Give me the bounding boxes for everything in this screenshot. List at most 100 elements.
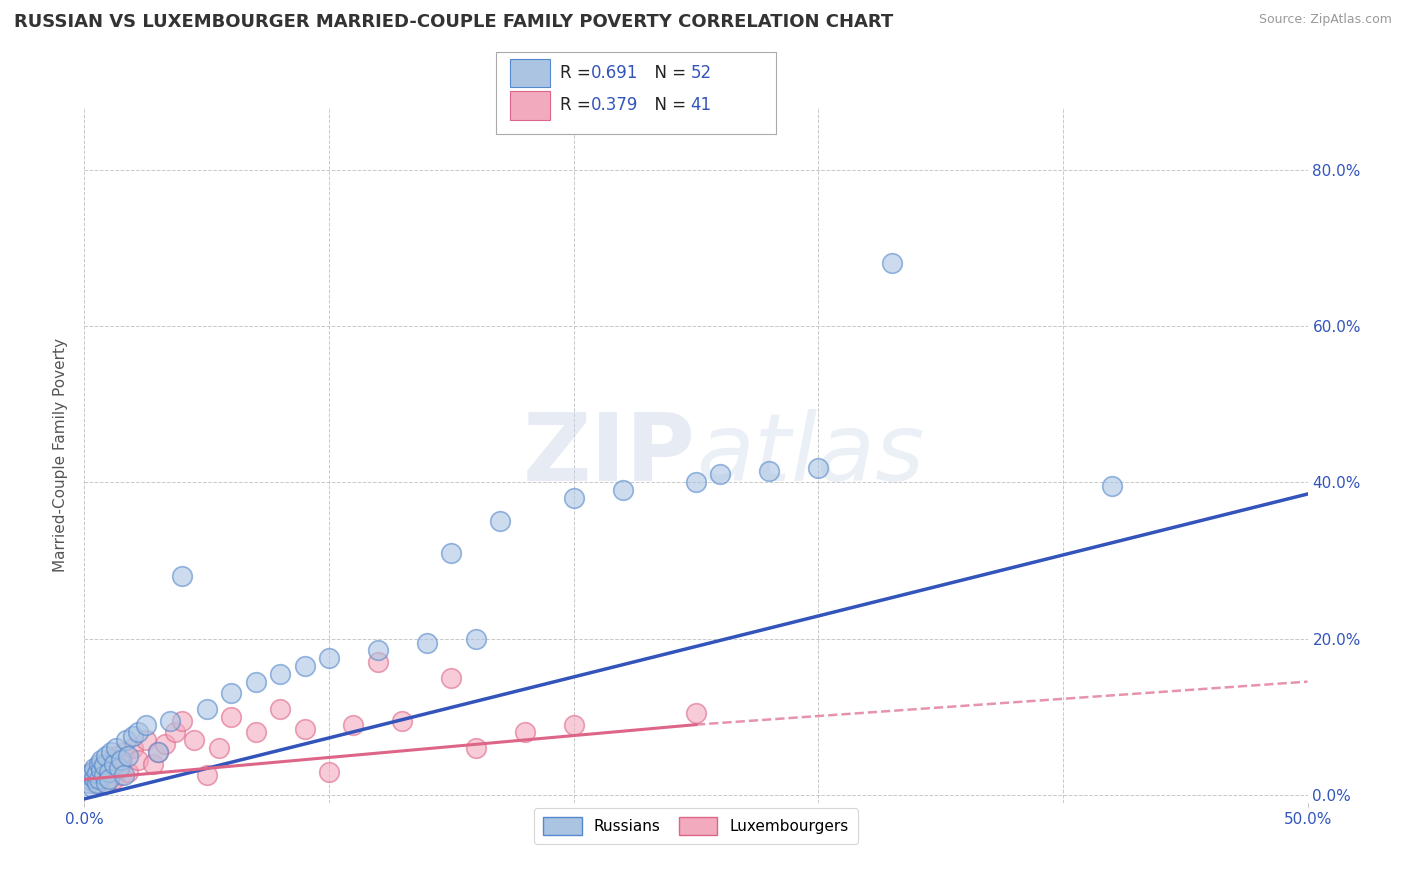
Point bbox=[86, 766, 108, 780]
Point bbox=[110, 753, 132, 767]
Point bbox=[83, 761, 105, 775]
Point bbox=[146, 745, 169, 759]
Point bbox=[342, 717, 364, 731]
Point bbox=[83, 771, 105, 785]
Point bbox=[90, 753, 112, 767]
Point bbox=[127, 725, 149, 739]
Point bbox=[195, 702, 218, 716]
Point bbox=[269, 666, 291, 681]
Point bbox=[416, 635, 439, 649]
Point bbox=[80, 780, 103, 794]
Point bbox=[97, 764, 120, 779]
Point bbox=[172, 569, 194, 583]
Point bbox=[86, 766, 108, 780]
Point bbox=[880, 256, 903, 270]
Point bbox=[318, 764, 340, 779]
Point bbox=[159, 714, 181, 728]
Point bbox=[117, 748, 139, 763]
Point bbox=[245, 725, 267, 739]
Point bbox=[367, 643, 389, 657]
Point bbox=[245, 674, 267, 689]
Point bbox=[219, 710, 242, 724]
Point bbox=[208, 741, 231, 756]
Point bbox=[464, 632, 486, 646]
Point bbox=[86, 776, 108, 790]
Text: ZIP: ZIP bbox=[523, 409, 696, 501]
Point bbox=[76, 768, 98, 782]
Point bbox=[100, 753, 122, 767]
Point bbox=[489, 514, 512, 528]
Point bbox=[391, 714, 413, 728]
Point bbox=[103, 756, 125, 771]
Point bbox=[294, 722, 316, 736]
Point bbox=[122, 730, 145, 744]
Point bbox=[562, 717, 585, 731]
Point bbox=[80, 764, 103, 779]
Text: 0.691: 0.691 bbox=[591, 64, 638, 82]
Point bbox=[163, 725, 186, 739]
Text: RUSSIAN VS LUXEMBOURGER MARRIED-COUPLE FAMILY POVERTY CORRELATION CHART: RUSSIAN VS LUXEMBOURGER MARRIED-COUPLE F… bbox=[14, 13, 893, 31]
Point bbox=[294, 659, 316, 673]
Point bbox=[269, 702, 291, 716]
Point bbox=[142, 756, 165, 771]
Point bbox=[93, 768, 115, 782]
Point bbox=[105, 741, 128, 756]
Point bbox=[440, 671, 463, 685]
Point bbox=[93, 758, 115, 772]
Point bbox=[90, 771, 112, 785]
Point bbox=[97, 772, 120, 787]
Point bbox=[103, 772, 125, 787]
Point bbox=[80, 764, 103, 779]
Point bbox=[127, 753, 149, 767]
Point bbox=[96, 776, 118, 790]
Point bbox=[76, 772, 98, 787]
Point bbox=[562, 491, 585, 505]
Point bbox=[122, 741, 145, 756]
Point bbox=[318, 651, 340, 665]
Point bbox=[107, 761, 129, 775]
Point bbox=[146, 745, 169, 759]
Point bbox=[440, 546, 463, 560]
Point bbox=[1101, 479, 1123, 493]
Point bbox=[758, 464, 780, 478]
Point bbox=[112, 745, 135, 759]
Point bbox=[183, 733, 205, 747]
Point bbox=[219, 686, 242, 700]
Point bbox=[110, 768, 132, 782]
Text: N =: N = bbox=[644, 96, 692, 114]
Point bbox=[117, 764, 139, 779]
Text: N =: N = bbox=[644, 64, 692, 82]
Point bbox=[87, 756, 110, 771]
Point bbox=[87, 772, 110, 787]
Text: atlas: atlas bbox=[696, 409, 924, 500]
Point bbox=[96, 748, 118, 763]
Point bbox=[709, 467, 731, 482]
Point bbox=[685, 475, 707, 490]
Point bbox=[115, 733, 138, 747]
Point bbox=[464, 741, 486, 756]
Point bbox=[97, 763, 120, 777]
Point bbox=[77, 768, 100, 782]
Text: R =: R = bbox=[560, 96, 596, 114]
Text: 41: 41 bbox=[690, 96, 711, 114]
Text: R =: R = bbox=[560, 64, 596, 82]
Point bbox=[153, 737, 176, 751]
Point bbox=[107, 761, 129, 775]
Point bbox=[612, 483, 634, 497]
Point bbox=[77, 776, 100, 790]
Point bbox=[367, 655, 389, 669]
Point bbox=[685, 706, 707, 720]
Point bbox=[87, 761, 110, 775]
Point bbox=[77, 772, 100, 787]
Text: Source: ZipAtlas.com: Source: ZipAtlas.com bbox=[1258, 13, 1392, 27]
Legend: Russians, Luxembourgers: Russians, Luxembourgers bbox=[534, 808, 858, 844]
Point bbox=[112, 768, 135, 782]
Point bbox=[100, 745, 122, 759]
Y-axis label: Married-Couple Family Poverty: Married-Couple Family Poverty bbox=[53, 338, 69, 572]
Point bbox=[135, 717, 157, 731]
Point bbox=[83, 776, 105, 790]
Point bbox=[135, 733, 157, 747]
Point bbox=[90, 763, 112, 777]
Point bbox=[807, 461, 830, 475]
Point bbox=[93, 756, 115, 771]
